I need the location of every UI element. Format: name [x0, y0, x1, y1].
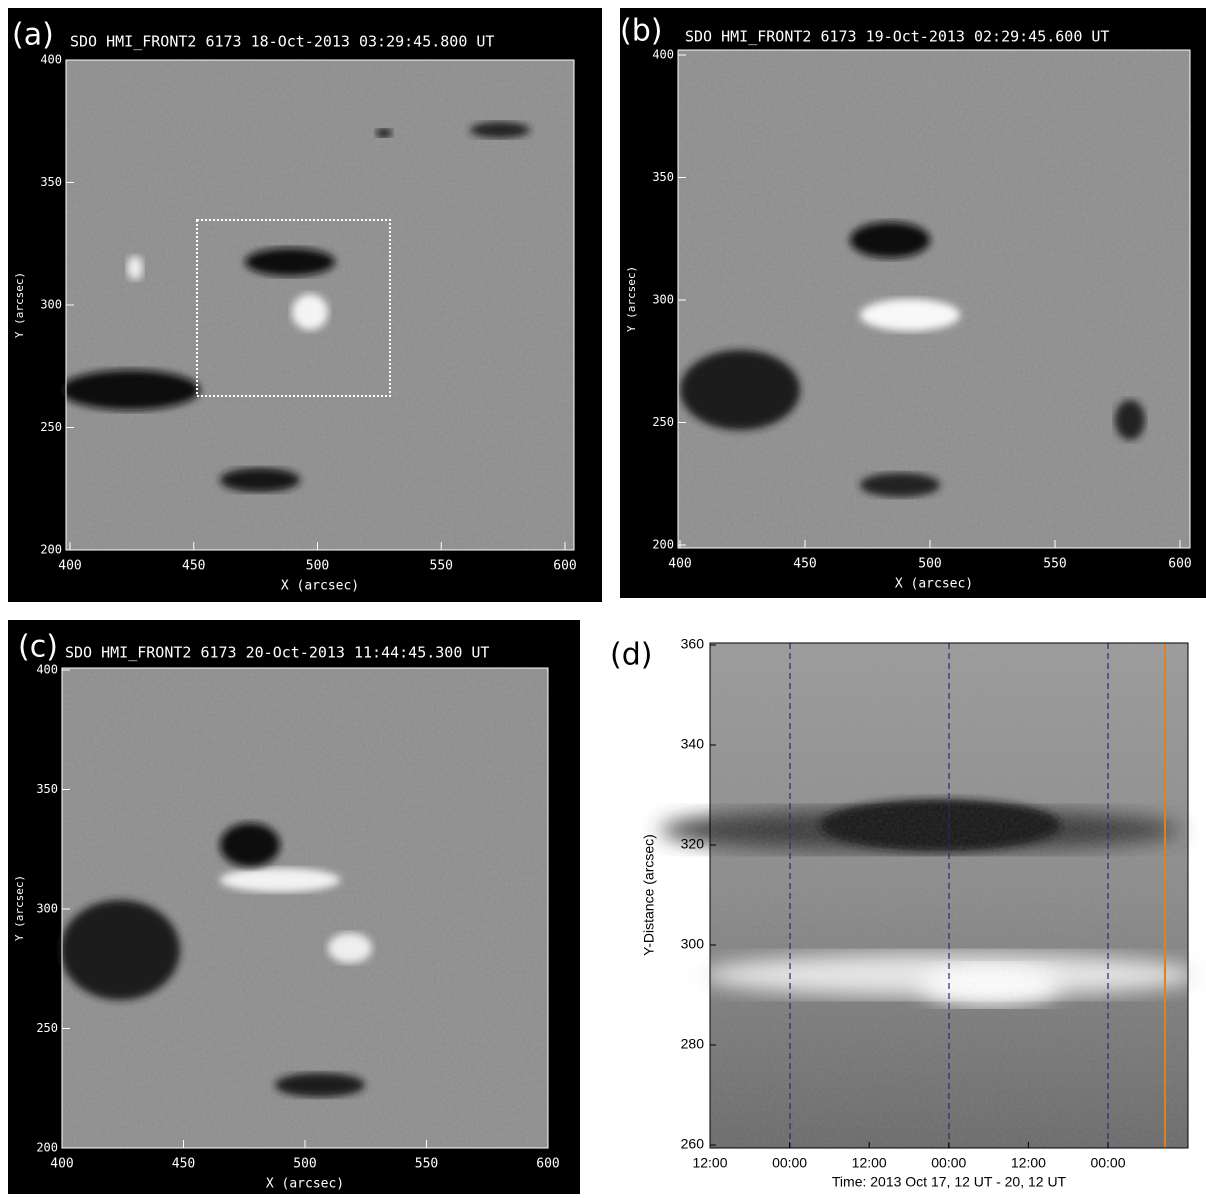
y-tick-label: 400	[40, 53, 62, 67]
magnetic-patch	[127, 256, 143, 280]
x-tick-label: 550	[415, 1157, 438, 1172]
panel-title: SDO HMI_FRONT2 6173 19-Oct-2013 02:29:45…	[685, 28, 1109, 46]
panel-title: SDO HMI_FRONT2 6173 20-Oct-2013 11:44:45…	[65, 644, 489, 662]
magnetic-patch	[220, 868, 340, 892]
x-tick-label: 450	[182, 559, 205, 574]
x-tick-label: 400	[58, 559, 81, 574]
x-tick-label: 500	[918, 557, 941, 572]
x-axis-label: X (arcsec)	[266, 1177, 344, 1192]
magnetic-patch	[60, 900, 180, 1000]
x-tick-label: 550	[1043, 557, 1066, 572]
panel-label: (d)	[610, 638, 652, 673]
y-tick-label: 350	[40, 175, 62, 189]
magnetic-patch	[860, 473, 940, 497]
y-tick-label: 320	[681, 836, 705, 852]
y-axis-label: Y-Distance (arcsec)	[641, 834, 657, 956]
y-tick-label: 300	[652, 293, 674, 307]
y-tick-label: 200	[36, 1141, 58, 1155]
x-tick-label: 12:00	[692, 1155, 727, 1171]
panel-title: SDO HMI_FRONT2 6173 18-Oct-2013 03:29:45…	[70, 33, 494, 51]
magnetogram-noise	[678, 50, 1190, 548]
y-tick-label: 360	[681, 636, 705, 652]
x-axis-label: X (arcsec)	[281, 579, 359, 594]
x-tick-label: 450	[793, 557, 816, 572]
x-tick-label: 500	[306, 559, 329, 574]
magnetic-patch	[680, 350, 800, 430]
magnetic-patch	[292, 294, 328, 330]
y-tick-label: 260	[681, 1136, 705, 1152]
x-tick-label: 12:00	[852, 1155, 887, 1171]
y-tick-label: 400	[36, 663, 58, 677]
magnetic-patch	[245, 248, 335, 276]
x-tick-label: 00:00	[772, 1155, 807, 1171]
y-tick-label: 250	[40, 420, 62, 434]
magnetic-patch	[275, 1073, 365, 1097]
y-tick-label: 200	[40, 543, 62, 557]
y-tick-label: 250	[652, 415, 674, 429]
panel-label: (b)	[620, 14, 662, 49]
y-tick-label: 300	[681, 936, 705, 952]
y-tick-label: 300	[40, 298, 62, 312]
y-tick-label: 400	[652, 48, 674, 62]
magnetic-patch	[60, 370, 200, 410]
magnetic-patch	[860, 299, 960, 331]
x-tick-label: 600	[1168, 557, 1191, 572]
x-tick-label: 12:00	[1011, 1155, 1046, 1171]
magnetic-patch	[850, 222, 930, 258]
magnetic-patch	[220, 823, 280, 867]
panel-label: (a)	[12, 18, 54, 53]
x-axis-label: X (arcsec)	[895, 577, 973, 592]
y-tick-label: 200	[652, 538, 674, 552]
x-tick-label: 550	[430, 559, 453, 574]
x-tick-label: 450	[172, 1157, 195, 1172]
x-tick-label: 500	[293, 1157, 316, 1172]
y-tick-label: 300	[36, 902, 58, 916]
magnetic-patch	[470, 122, 530, 138]
y-axis-label: Y (arcsec)	[13, 875, 26, 941]
magnetic-patch	[376, 129, 392, 137]
x-tick-label: 400	[50, 1157, 73, 1172]
y-tick-label: 250	[36, 1021, 58, 1035]
magnetic-patch	[1115, 400, 1145, 440]
y-tick-label: 340	[681, 736, 705, 752]
x-axis-label: Time: 2013 Oct 17, 12 UT - 20, 12 UT	[832, 1174, 1067, 1190]
y-axis-label: Y (arcsec)	[625, 266, 638, 332]
y-axis-label: Y (arcsec)	[13, 272, 26, 338]
y-tick-label: 350	[652, 170, 674, 184]
magnetic-patch	[220, 468, 300, 492]
panel-label: (c)	[18, 630, 58, 665]
x-tick-label: 600	[536, 1157, 559, 1172]
magnetic-patch	[328, 933, 372, 963]
figure: (a) SDO HMI_FRONT2 6173 18-Oct-2013 03:29…	[0, 0, 1206, 1194]
x-tick-label: 400	[668, 557, 691, 572]
x-tick-label: 600	[553, 559, 576, 574]
y-tick-label: 280	[681, 1036, 705, 1052]
x-tick-label: 00:00	[931, 1155, 966, 1171]
y-tick-label: 350	[36, 782, 58, 796]
x-tick-label: 00:00	[1090, 1155, 1125, 1171]
